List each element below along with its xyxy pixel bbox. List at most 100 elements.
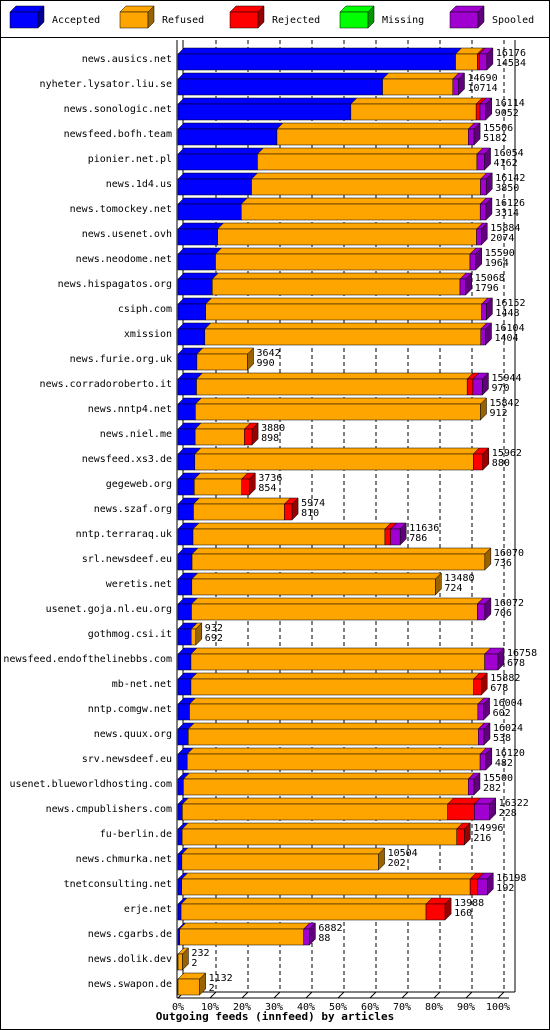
- side-face: [309, 922, 316, 946]
- accepted-label: 1796: [475, 283, 499, 294]
- front-face: [473, 678, 482, 696]
- top-face: [181, 847, 386, 855]
- front-face: [475, 103, 481, 121]
- category-label: news.furie.org.uk: [70, 354, 172, 365]
- total-label: 13988: [454, 898, 484, 909]
- side-face: [399, 522, 407, 546]
- bar-segment: [177, 197, 248, 221]
- total-label: 232: [191, 948, 209, 959]
- bar-segment: [177, 672, 198, 696]
- front-face: [177, 753, 188, 771]
- top-face: [182, 772, 475, 780]
- accepted-label: 482: [495, 758, 513, 769]
- side-face: [251, 422, 259, 446]
- bar-segment: [250, 172, 488, 196]
- front-face: [177, 353, 198, 371]
- legend-swatch: [119, 5, 155, 29]
- top-face: [177, 47, 463, 55]
- category-label: news.dolik.dev: [88, 954, 172, 965]
- front-face: [177, 378, 197, 396]
- top-face: [181, 797, 455, 805]
- category-label: usenet.blueworldhosting.com: [9, 779, 172, 790]
- bar-segment: [177, 222, 225, 246]
- front-face: [480, 178, 487, 196]
- legend-swatch: [339, 5, 375, 29]
- tick-mark: [433, 991, 441, 999]
- top-face: [193, 472, 249, 480]
- total-label: 15500: [483, 773, 513, 784]
- front-face: [177, 503, 194, 521]
- side-face: [475, 247, 482, 271]
- total-label: 14690: [468, 73, 498, 84]
- bar-segment: [177, 172, 259, 196]
- bar-segment: [177, 72, 390, 96]
- front-face: [177, 278, 213, 296]
- tick-mark: [241, 991, 249, 999]
- legend-swatch: [229, 5, 265, 29]
- side-face: [486, 47, 494, 71]
- front-face: [472, 378, 483, 396]
- total-label: 16054: [494, 148, 524, 159]
- front-face: [177, 203, 242, 221]
- front-face: [425, 903, 446, 921]
- front-face: [469, 878, 479, 896]
- total-label: 16004: [493, 698, 523, 709]
- total-label: 16070: [494, 548, 524, 559]
- top-face: [240, 197, 487, 205]
- x-tick-label: 50%: [329, 1002, 347, 1013]
- front-face: [177, 928, 180, 946]
- top-face: [177, 172, 259, 180]
- front-face: [177, 403, 196, 421]
- front-face: [189, 703, 479, 721]
- bar-segment: [179, 922, 311, 946]
- category-label: usenet.goja.nl.eu.org: [46, 604, 172, 615]
- legend-front: [9, 11, 39, 29]
- front-face: [205, 303, 482, 321]
- side-face: [497, 647, 505, 671]
- side-face: [481, 672, 488, 696]
- top-face: [194, 397, 488, 405]
- front-face: [190, 653, 485, 671]
- accepted-label: 1404: [495, 333, 519, 344]
- bar-segment: [177, 122, 284, 146]
- total-label: 11636: [409, 523, 439, 534]
- bar-segment: [454, 47, 484, 71]
- tick-mark: [497, 991, 505, 999]
- total-label: 3642: [257, 348, 281, 359]
- bar-segment: [181, 822, 464, 846]
- bar-segment: [241, 472, 256, 496]
- bar-segment: [479, 97, 493, 121]
- tick-mark: [401, 991, 409, 999]
- bar-segment: [190, 647, 492, 671]
- front-face: [196, 378, 468, 396]
- front-face: [257, 153, 478, 171]
- front-face: [182, 803, 448, 821]
- bar-segment: [181, 872, 477, 896]
- top-face: [177, 247, 223, 255]
- bar-segment: [177, 347, 204, 371]
- category-label: tnetconsulting.net: [64, 879, 172, 890]
- front-face: [204, 328, 481, 346]
- front-face: [212, 278, 461, 296]
- side-face: [482, 447, 490, 471]
- bar-segment: [195, 372, 474, 396]
- accepted-label: 3314: [495, 208, 519, 219]
- accepted-label: 9052: [495, 108, 519, 119]
- bar-segment: [177, 647, 198, 671]
- category-label: news.sonologic.net: [64, 104, 172, 115]
- bar-segment: [177, 372, 204, 396]
- bar-segment: [190, 597, 484, 621]
- category-label: news.cmpublishers.com: [46, 804, 172, 815]
- legend-side: [477, 5, 485, 29]
- front-face: [177, 878, 182, 896]
- total-label: 16142: [495, 173, 525, 184]
- total-label: 932: [205, 623, 223, 634]
- side-face: [487, 872, 494, 896]
- bar-segment: [390, 522, 407, 546]
- front-face: [382, 78, 454, 96]
- total-label: 15590: [485, 248, 515, 259]
- category-label: mb-net.net: [112, 679, 172, 690]
- accepted-label: 10714: [468, 83, 498, 94]
- front-face: [244, 428, 253, 446]
- top-face: [214, 247, 477, 255]
